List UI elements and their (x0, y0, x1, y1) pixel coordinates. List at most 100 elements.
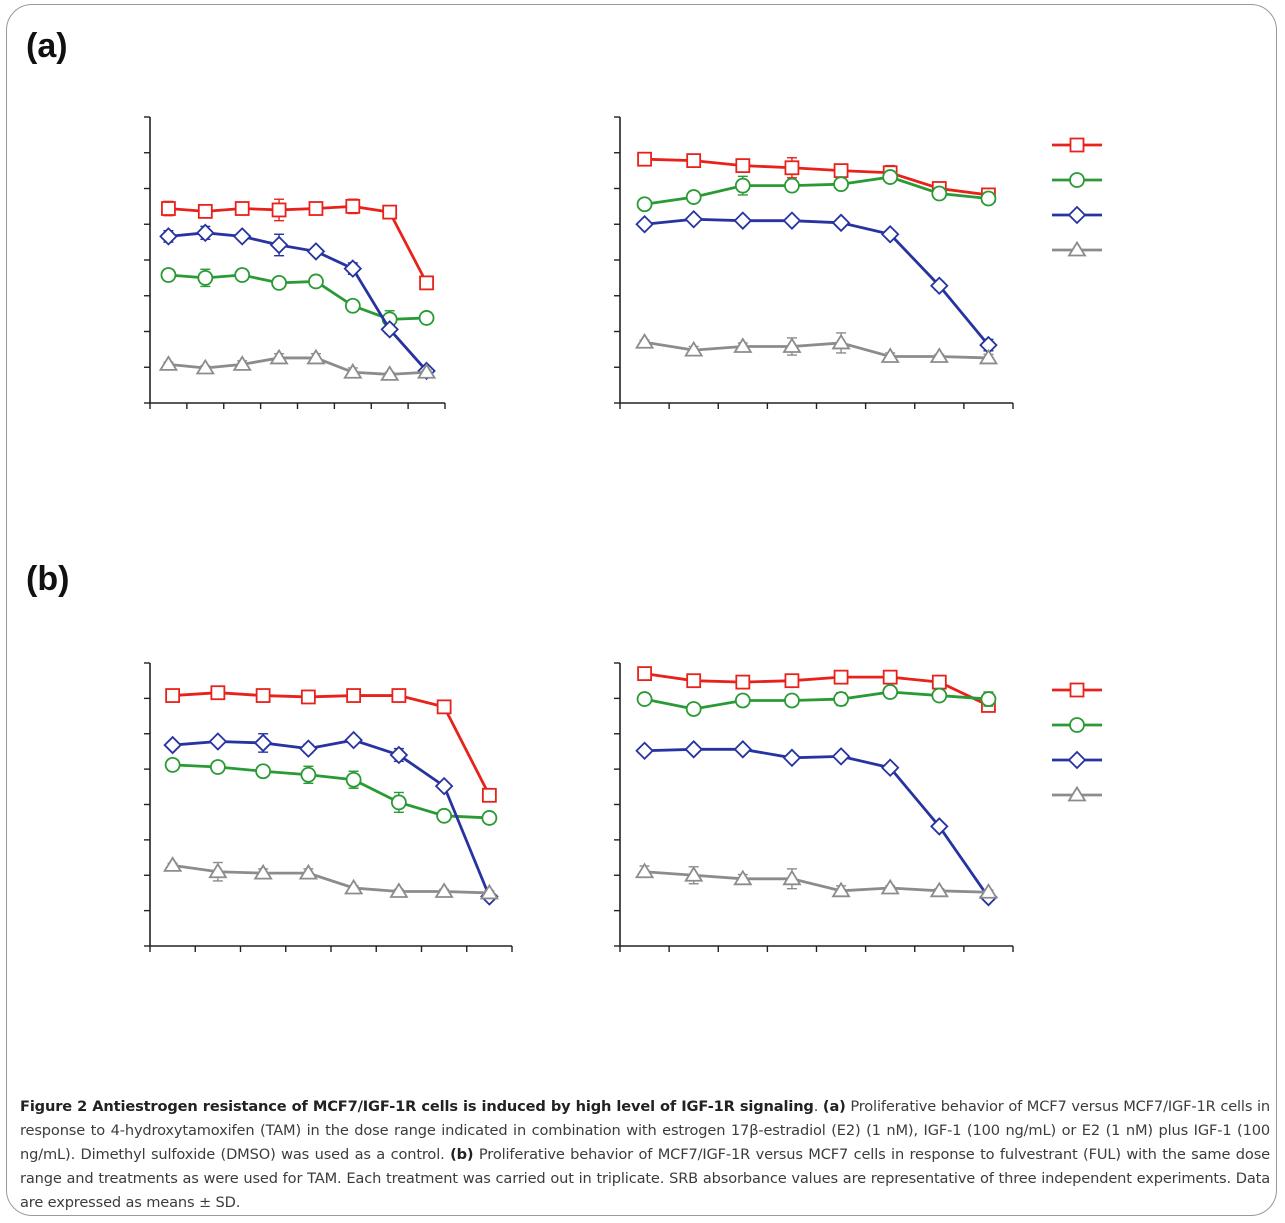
series-3 (159, 223, 436, 381)
data-point (345, 771, 362, 788)
figure-caption: Figure 2 Antiestrogen resistance of MCF7… (20, 1095, 1270, 1215)
data-point (380, 320, 399, 339)
data-point (929, 881, 949, 898)
data-point (636, 691, 653, 707)
series-4 (634, 332, 999, 365)
data-point (880, 224, 900, 244)
caption-title-end: . (813, 1098, 819, 1115)
data-point (234, 267, 251, 283)
data-point (634, 333, 655, 349)
data-point (833, 176, 849, 193)
data-point (880, 758, 900, 777)
data-point (389, 882, 409, 898)
data-point (784, 692, 800, 709)
caption-a-text: Proliferative behavior of MCF7 versus MC… (20, 1098, 1270, 1163)
data-point (481, 787, 497, 803)
series-line (168, 356, 427, 376)
figure-frame (6, 4, 1277, 1216)
data-point (232, 355, 252, 371)
data-point (195, 358, 215, 375)
data-point (882, 669, 898, 685)
series-1 (161, 198, 434, 291)
data-point (831, 333, 851, 350)
data-point (255, 688, 271, 703)
data-point (345, 198, 361, 214)
data-point (197, 203, 213, 219)
chart-a-mcf7 (144, 116, 446, 409)
data-point (208, 732, 228, 751)
data-point (434, 882, 454, 898)
data-point (784, 177, 800, 194)
data-point (782, 748, 802, 768)
chart-b-mcf7-igf1r (614, 662, 1014, 952)
data-point (434, 776, 454, 796)
data-point (733, 337, 753, 353)
data-point (300, 689, 316, 705)
data-point (253, 863, 273, 880)
series-line (644, 870, 989, 894)
data-point (158, 355, 179, 371)
data-point (635, 741, 654, 761)
data-point (882, 684, 899, 700)
series-line (172, 691, 491, 796)
caption-b-text: Proliferative behavior of MCF7/IGF-1R ve… (20, 1146, 1270, 1211)
data-point (684, 209, 703, 229)
data-point (209, 759, 226, 775)
series-4 (163, 856, 499, 900)
data-point (269, 235, 289, 255)
data-point (734, 692, 751, 709)
data-point (306, 348, 326, 365)
data-point (833, 163, 849, 179)
data-point (880, 347, 900, 363)
series-line (644, 690, 989, 711)
series-line (168, 231, 428, 372)
chart-a-mcf7-igf1r (614, 116, 1014, 409)
data-point (344, 297, 361, 314)
panel-label-b: (b) (26, 560, 69, 598)
data-point (831, 747, 851, 766)
data-point (481, 810, 498, 826)
data-point (930, 276, 949, 296)
data-point (833, 669, 849, 685)
series-line (644, 672, 990, 707)
legend-marker (1069, 137, 1085, 153)
data-point (831, 881, 851, 898)
data-point (436, 807, 453, 824)
series-1 (165, 685, 497, 803)
data-point (931, 674, 947, 690)
series-3 (635, 740, 998, 907)
data-point (343, 363, 363, 379)
legend-marker (1067, 785, 1087, 802)
data-point (269, 348, 289, 365)
data-point (308, 273, 324, 290)
data-point (685, 189, 702, 205)
legend-marker (1067, 240, 1087, 257)
data-point (978, 883, 999, 899)
data-point (380, 365, 400, 381)
data-point (479, 883, 499, 900)
data-point (253, 733, 273, 753)
legend-marker (1069, 172, 1085, 188)
data-point (159, 227, 178, 246)
data-point (210, 685, 226, 701)
data-point (636, 196, 653, 213)
data-point (980, 190, 997, 207)
data-point (271, 274, 287, 291)
data-point (299, 739, 318, 758)
data-point (163, 735, 182, 755)
data-point (831, 213, 851, 233)
data-point (232, 227, 252, 246)
data-point (165, 688, 181, 703)
data-point (782, 869, 802, 886)
data-point (637, 151, 652, 167)
caption-a-label: (a) (822, 1098, 846, 1115)
data-point (635, 214, 654, 234)
data-point (929, 347, 949, 363)
data-point (784, 160, 800, 176)
legend-marker (1069, 717, 1085, 733)
legend-tam (1052, 137, 1102, 257)
data-point (418, 310, 435, 326)
data-point (733, 869, 753, 886)
data-point (734, 177, 751, 194)
series-2 (164, 756, 498, 826)
